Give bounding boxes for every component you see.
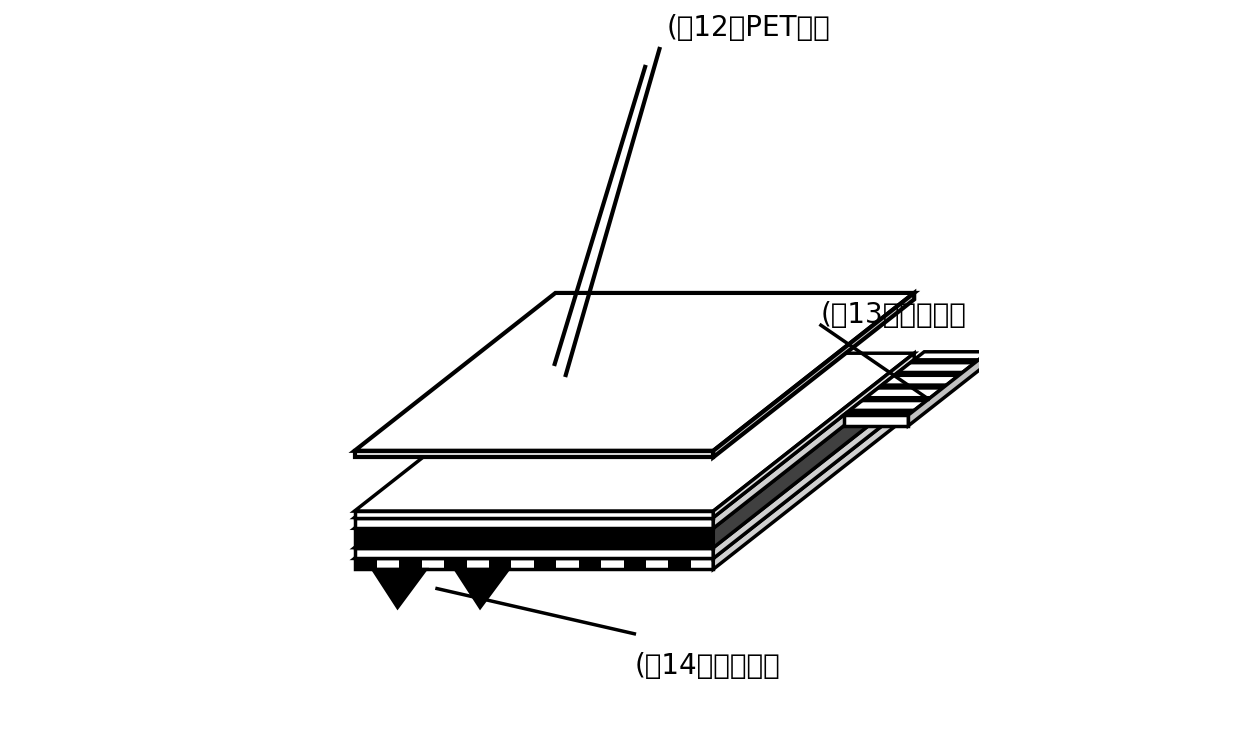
Polygon shape [489,404,858,413]
Polygon shape [682,487,755,522]
Polygon shape [455,569,508,608]
Polygon shape [355,511,713,517]
Polygon shape [444,559,466,569]
Polygon shape [444,469,813,478]
Polygon shape [579,559,601,569]
Polygon shape [466,421,836,430]
Polygon shape [372,569,427,608]
Polygon shape [355,548,713,559]
Polygon shape [355,353,914,511]
Polygon shape [668,559,691,569]
Polygon shape [355,360,914,517]
Polygon shape [355,401,914,559]
Polygon shape [399,559,422,569]
Polygon shape [377,491,746,500]
Polygon shape [875,383,949,390]
Polygon shape [355,528,713,548]
Polygon shape [704,435,777,469]
Polygon shape [355,559,713,569]
Polygon shape [660,435,733,469]
Polygon shape [569,435,644,469]
Polygon shape [355,293,914,451]
Polygon shape [435,435,508,469]
Text: (２14）行列电极: (２14）行列电极 [635,652,780,680]
Polygon shape [749,435,822,469]
Polygon shape [355,451,713,457]
Polygon shape [355,559,377,569]
Polygon shape [355,509,724,517]
Polygon shape [909,352,988,426]
Polygon shape [908,358,981,364]
Polygon shape [591,382,666,417]
Polygon shape [458,487,532,522]
Polygon shape [713,390,914,559]
Polygon shape [511,386,880,395]
Polygon shape [816,382,889,417]
Polygon shape [489,434,858,443]
Polygon shape [480,435,553,469]
Polygon shape [771,382,844,417]
Polygon shape [466,451,836,460]
Polygon shape [593,487,666,522]
Polygon shape [377,521,746,530]
Polygon shape [413,487,486,522]
Text: (２13）压阻触元: (２13）压阻触元 [821,301,967,329]
Polygon shape [533,399,903,407]
Polygon shape [355,517,713,528]
Polygon shape [844,352,988,415]
Polygon shape [355,390,914,548]
Polygon shape [422,487,791,495]
Polygon shape [502,382,575,417]
Polygon shape [525,435,599,469]
Polygon shape [502,487,577,522]
Polygon shape [861,396,932,402]
Polygon shape [713,293,914,457]
Polygon shape [624,559,646,569]
Polygon shape [399,504,769,512]
Polygon shape [547,487,621,522]
Polygon shape [511,416,880,425]
Polygon shape [368,487,441,522]
Polygon shape [355,539,724,548]
Polygon shape [444,439,813,447]
Polygon shape [534,559,557,569]
Polygon shape [547,382,620,417]
Polygon shape [422,456,791,465]
Polygon shape [844,409,916,415]
Polygon shape [892,371,965,377]
Polygon shape [533,368,903,377]
Polygon shape [355,371,914,528]
Polygon shape [637,487,711,522]
Polygon shape [636,382,711,417]
Polygon shape [713,371,914,548]
Polygon shape [614,435,688,469]
Polygon shape [844,415,909,426]
Polygon shape [681,382,755,417]
Polygon shape [713,353,914,517]
Polygon shape [489,559,511,569]
Text: (２12）PET薄膜: (２12）PET薄膜 [667,14,831,42]
Polygon shape [399,473,769,482]
Polygon shape [713,360,914,528]
Polygon shape [727,382,800,417]
Polygon shape [713,401,914,569]
